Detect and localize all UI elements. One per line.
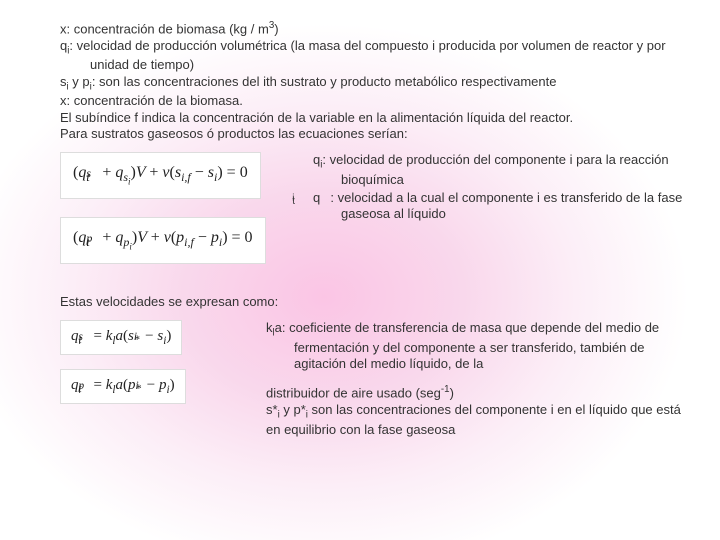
def-subindex-f: El subíndice f indica la concentración d…	[60, 110, 690, 126]
sstar-rest: son las concentraciones del componente i…	[266, 402, 681, 437]
mqti-q: q	[313, 190, 320, 205]
qi-rest: : velocidad de producción volumétrica (l…	[69, 38, 665, 73]
mqi-rest: : velocidad de producción del componente…	[322, 152, 668, 187]
def-qi: qi: velocidad de producción volumétrica …	[60, 38, 690, 74]
mqti-rest: : velocidad a la cual el componente i es…	[330, 190, 682, 221]
si-mid: y p	[69, 74, 90, 89]
def-mid-qti: qti : velocidad a la cual el componente …	[313, 190, 690, 223]
def-biomass-text: x: concentración de biomasa (kg / m	[60, 21, 269, 36]
airdist-end: )	[450, 386, 454, 401]
def-air-dist: distribuidor de aire usado (seg-1)	[266, 384, 690, 402]
equation-qst: qtsi = kla(s*i − si)	[60, 320, 182, 355]
def-kla: kla: coeficiente de transferencia de mas…	[266, 320, 690, 372]
bottom-definitions: kla: coeficiente de transferencia de mas…	[260, 320, 690, 438]
equations-column-1: (qtsi + qsi)V + v(si,f − si) = 0 (qtpi +…	[60, 152, 305, 282]
section-velocities: Estas velocidades se expresan como:	[60, 294, 690, 310]
equations-column-2: qtsi = kla(s*i − si) qtpi = kla(p*i − pi…	[60, 320, 260, 418]
def-x: x: concentración de la biomasa.	[60, 93, 690, 109]
def-biomass-end: )	[274, 21, 278, 36]
def-sstar-pstar: s*i y p*i son las concentraciones del co…	[266, 402, 690, 438]
equation-qs: (qtsi + qsi)V + v(si,f − si) = 0	[60, 152, 261, 199]
spacer	[266, 374, 690, 384]
def-mid-qi: qi: velocidad de producción del componen…	[313, 152, 690, 188]
sipi-rest: : son las concentraciones del ith sustra…	[92, 74, 557, 89]
def-biomass: x: concentración de biomasa (kg / m3)	[60, 20, 690, 38]
mid-definitions: qi: velocidad de producción del componen…	[305, 152, 690, 225]
equations-and-defs-row: (qtsi + qsi)V + v(si,f − si) = 0 (qtpi +…	[60, 152, 690, 282]
kla-rest: a: coeficiente de transferencia de masa …	[275, 320, 659, 371]
def-gaseous: Para sustratos gaseosos ó productos las …	[60, 126, 690, 142]
bottom-row: qtsi = kla(s*i − si) qtpi = kla(p*i − pi…	[60, 320, 690, 438]
airdist-sup: -1	[441, 384, 450, 395]
top-definitions: x: concentración de biomasa (kg / m3) qi…	[60, 20, 690, 142]
sstar-b: y p*	[280, 402, 306, 417]
equation-qp: (qtpi + qpi)V + v(pi,f − pi) = 0	[60, 217, 266, 264]
sstar-a: s*	[266, 402, 278, 417]
equation-qpt: qtpi = kla(p*i − pi)	[60, 369, 186, 404]
def-sipi: si y pi: son las concentraciones del ith…	[60, 74, 690, 94]
airdist-pre: distribuidor de aire usado (seg	[266, 386, 441, 401]
